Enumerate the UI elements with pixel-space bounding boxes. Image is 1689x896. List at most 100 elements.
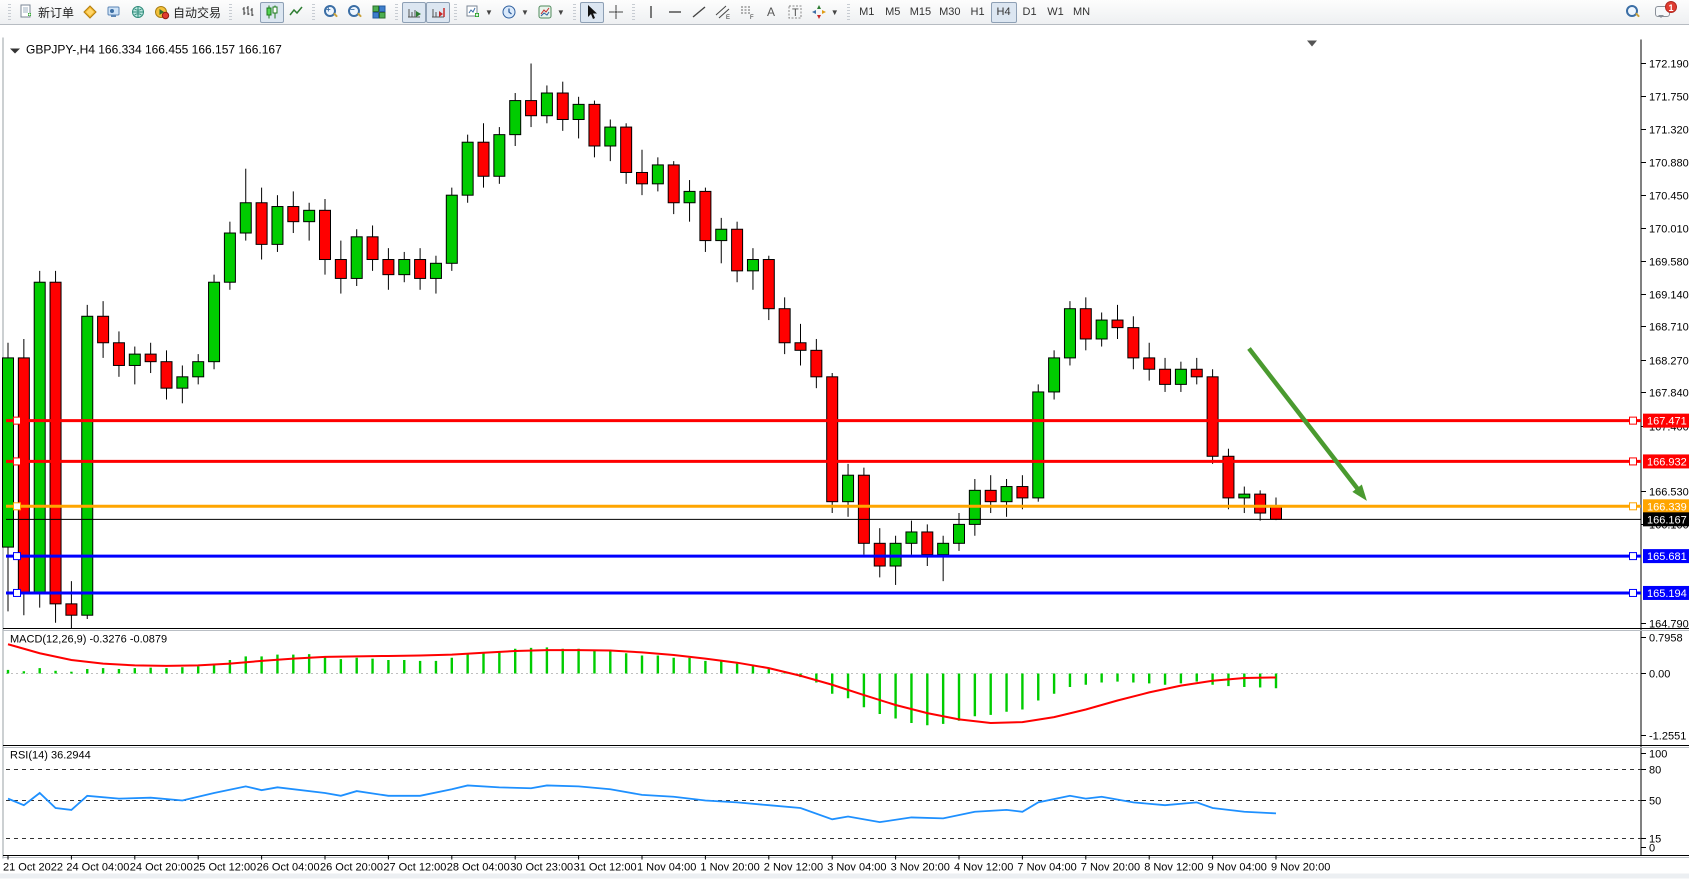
horizontal-line-icon — [668, 11, 681, 13]
hline-handle[interactable] — [13, 588, 21, 597]
text-button[interactable]: A — [759, 2, 783, 23]
marketwatch-button[interactable] — [78, 2, 102, 23]
candle-up — [715, 228, 728, 242]
candle-down — [1111, 319, 1124, 329]
crosshair-button[interactable] — [604, 2, 628, 23]
tile-windows-button[interactable] — [367, 2, 391, 23]
vertical-line-button[interactable] — [639, 2, 663, 23]
new-order-button[interactable]: 新订单 — [15, 2, 78, 23]
time-tick-label: 28 Oct 04:00 — [447, 862, 510, 874]
trendline-icon — [692, 6, 706, 18]
hline-handle[interactable] — [1629, 588, 1637, 597]
new-order-icon — [20, 4, 31, 18]
dropdown-arrow-icon: ▼ — [830, 7, 839, 17]
hline-price-badge-label: 166.339 — [1647, 501, 1687, 513]
autotrading-button[interactable]: 自动交易 — [150, 2, 225, 23]
tf-H4[interactable]: H4 — [990, 1, 1017, 23]
time-tick-label: 30 Oct 23:00 — [510, 862, 573, 874]
candle-down — [1254, 493, 1267, 514]
chat-icon: 1 — [1655, 1, 1677, 19]
auto-scroll-button[interactable] — [402, 1, 427, 23]
indicators-button[interactable]: ▼ — [533, 2, 569, 23]
tf-D1[interactable]: D1 — [1022, 6, 1037, 18]
tf-M30[interactable]: M30 — [939, 6, 961, 18]
hline-handle[interactable] — [1629, 416, 1637, 425]
tf-W1[interactable]: W1 — [1047, 6, 1064, 18]
tf-MN[interactable]: MN — [1072, 6, 1091, 18]
time-tick-label: 9 Nov 20:00 — [1271, 862, 1330, 874]
horizontal-line-button[interactable] — [663, 2, 687, 23]
hline-handle[interactable] — [13, 457, 21, 466]
hline-handle[interactable] — [1629, 457, 1637, 466]
candle-up — [208, 281, 221, 363]
candle-up — [540, 92, 553, 117]
bar-chart-button[interactable] — [236, 2, 260, 23]
hline-price-badge-label: 165.681 — [1647, 551, 1687, 563]
rsi-axis-label: 15 — [1649, 834, 1661, 846]
periods-button[interactable]: ▼ — [497, 2, 533, 23]
tf-M1[interactable]: M1 — [859, 6, 875, 18]
candle-up — [445, 194, 458, 264]
new-chart-button[interactable]: ▼ — [461, 2, 497, 23]
price-tick-label: 169.140 — [1649, 290, 1689, 302]
crosshair-icon — [608, 5, 623, 19]
candle-down — [160, 361, 173, 389]
candle-down — [366, 236, 379, 261]
navigator-button[interactable] — [102, 2, 126, 23]
tf-M15[interactable]: M15 — [909, 6, 932, 18]
search-button[interactable] — [1621, 2, 1645, 23]
arrows-button[interactable]: ▼ — [807, 2, 843, 23]
hline-price-badge-label: 165.194 — [1647, 588, 1687, 600]
toolbar-grip — [844, 3, 852, 21]
candle-down — [699, 190, 712, 242]
fibonacci-button[interactable]: F — [735, 2, 759, 23]
candle-down — [620, 126, 633, 173]
candle-up — [493, 134, 506, 177]
chart-shift-marker[interactable] — [1307, 40, 1317, 47]
indicators-icon — [538, 5, 552, 19]
candle-up — [350, 236, 363, 279]
main-toolbar: 新订单 自动交易 — [0, 0, 1689, 25]
line-chart-icon — [289, 6, 303, 16]
hline-handle[interactable] — [13, 416, 21, 425]
cursor-button[interactable] — [579, 1, 604, 23]
candle-up — [192, 361, 205, 378]
equidistant-channel-button[interactable]: E — [711, 2, 735, 23]
candle-down — [778, 308, 791, 344]
time-tick-label: 8 Nov 12:00 — [1144, 862, 1203, 874]
candle-down — [826, 376, 839, 503]
hline-price-badge — [1643, 585, 1689, 600]
candle-down — [1143, 357, 1156, 370]
tile-windows-icon — [372, 5, 386, 19]
candle-down — [556, 92, 569, 121]
zoom-in-button[interactable]: + — [319, 2, 343, 23]
tf-M5[interactable]: M5 — [885, 6, 901, 18]
candlestick-chart-button[interactable] — [260, 1, 285, 23]
line-chart-button[interactable] — [284, 2, 308, 23]
text-label-icon: T — [788, 5, 802, 19]
price-chart-canvas[interactable]: 172.190 171.750 171.320 170.880 170.450 170.0… — [0, 25, 1689, 891]
time-tick-label: 31 Oct 12:00 — [574, 862, 637, 874]
tf-H1[interactable]: H1 — [970, 6, 985, 18]
hline-handle[interactable] — [13, 502, 21, 511]
candle-down — [287, 206, 300, 223]
hline-handle[interactable] — [13, 552, 21, 561]
candle-up — [239, 202, 252, 234]
hline-handle[interactable] — [1629, 502, 1637, 511]
hline-handle[interactable] — [1629, 552, 1637, 561]
candle-down — [255, 202, 268, 245]
arrow-object[interactable] — [1247, 347, 1364, 496]
chat-button[interactable]: 1 — [1651, 1, 1677, 23]
candle-down — [794, 342, 807, 351]
candle-up — [33, 281, 46, 594]
window-bottom-edge — [0, 873, 1689, 879]
zoom-out-button[interactable]: − — [343, 2, 367, 23]
chart-shift-button[interactable] — [426, 1, 451, 23]
trendline-button[interactable] — [687, 2, 711, 23]
symbol-dropdown-icon[interactable] — [10, 48, 20, 54]
text-label-button[interactable]: T — [783, 2, 807, 23]
candle-down — [1222, 455, 1235, 499]
candle-down — [1079, 308, 1092, 340]
data-feed-button[interactable] — [126, 2, 150, 23]
candle-down — [525, 100, 538, 117]
